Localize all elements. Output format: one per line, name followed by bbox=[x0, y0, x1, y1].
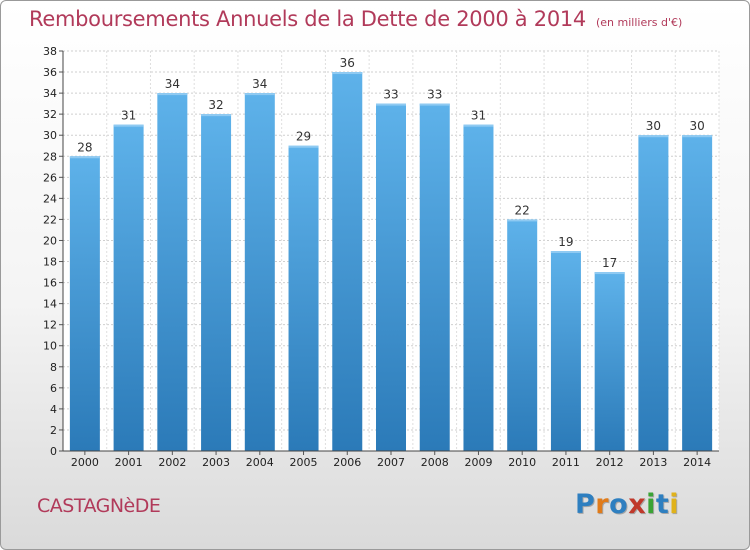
bar-top-2012 bbox=[594, 272, 625, 275]
bar-2008 bbox=[419, 103, 450, 451]
logo-letter: i bbox=[669, 489, 680, 520]
y-tick-label: 26 bbox=[43, 171, 57, 184]
logo-letter: x bbox=[628, 489, 647, 520]
bar-2012 bbox=[594, 272, 625, 451]
y-tick-label: 30 bbox=[43, 129, 57, 142]
bar-2002 bbox=[157, 93, 188, 452]
x-tick-label-2001: 2001 bbox=[115, 456, 143, 469]
x-axis: 2000 2001 2002 2003 2004 2005 2006 2007 2008 2009… bbox=[63, 450, 719, 469]
data-label-2010: 22 bbox=[515, 203, 530, 217]
data-label-2002: 34 bbox=[165, 77, 180, 91]
bar-top-2001 bbox=[113, 124, 144, 127]
x-tick-label-2013: 2013 bbox=[639, 456, 667, 469]
y-tick-label: 20 bbox=[43, 234, 57, 247]
bar-2001 bbox=[113, 124, 144, 452]
y-tick-label: 16 bbox=[43, 277, 57, 290]
logo-letter: o bbox=[609, 489, 629, 520]
data-label-2012: 17 bbox=[602, 256, 617, 270]
data-label-2007: 33 bbox=[383, 88, 398, 102]
x-tick-label-2000: 2000 bbox=[71, 456, 99, 469]
bar-2007 bbox=[376, 103, 406, 451]
y-tick-label: 18 bbox=[43, 256, 57, 269]
y-tick-label: 24 bbox=[43, 192, 57, 205]
x-tick-label-2006: 2006 bbox=[333, 456, 361, 469]
bar-2000 bbox=[69, 156, 100, 451]
bar-top-2013 bbox=[638, 135, 669, 138]
chart-unit-note: (en milliers d'€) bbox=[596, 16, 683, 29]
x-tick-label-2002: 2002 bbox=[158, 456, 186, 469]
x-tick-label-2007: 2007 bbox=[377, 456, 405, 469]
bar-2011 bbox=[550, 251, 581, 451]
y-tick-label: 10 bbox=[43, 340, 57, 353]
x-tick-label-2012: 2012 bbox=[596, 456, 624, 469]
x-tick-label-2008: 2008 bbox=[421, 456, 449, 469]
y-tick-label: 28 bbox=[43, 150, 57, 163]
bar-top-2009 bbox=[463, 124, 494, 127]
bar-top-2005 bbox=[288, 145, 319, 148]
x-tick-label-2004: 2004 bbox=[246, 456, 274, 469]
data-label-2009: 31 bbox=[471, 109, 486, 123]
bar-2013 bbox=[638, 135, 669, 452]
x-tick-label-2003: 2003 bbox=[202, 456, 230, 469]
data-label-2008: 33 bbox=[427, 88, 442, 102]
bar-top-2014 bbox=[682, 135, 713, 138]
bar-top-2011 bbox=[550, 251, 581, 253]
data-label-2001: 31 bbox=[121, 109, 136, 123]
bar-2003 bbox=[201, 114, 232, 451]
y-tick-label: 14 bbox=[43, 298, 57, 311]
y-tick-label: 0 bbox=[50, 445, 57, 458]
chart-title: Remboursements Annuels de la Dette de 20… bbox=[29, 7, 682, 31]
bar-top-2008 bbox=[419, 103, 450, 106]
data-label-2005: 29 bbox=[296, 130, 311, 144]
y-tick-label: 22 bbox=[43, 213, 57, 226]
y-tick-label: 6 bbox=[50, 382, 57, 395]
y-tick-label: 2 bbox=[50, 424, 57, 437]
bar-top-2000 bbox=[69, 156, 100, 159]
y-tick-label: 36 bbox=[43, 66, 57, 79]
commune-name: CASTAGNèDE bbox=[37, 495, 161, 517]
y-tick-label: 8 bbox=[50, 361, 57, 374]
data-label-2013: 30 bbox=[646, 119, 661, 133]
x-tick-label-2009: 2009 bbox=[464, 456, 492, 469]
proxiti-logo: Proxiti bbox=[575, 489, 679, 520]
logo-letter: t bbox=[655, 489, 670, 520]
data-label-2011: 19 bbox=[558, 235, 573, 249]
data-label-2014: 30 bbox=[689, 119, 704, 133]
bar-top-2003 bbox=[201, 114, 232, 117]
bar-2014 bbox=[682, 135, 713, 452]
bar-2005 bbox=[288, 145, 319, 451]
bar-top-2002 bbox=[157, 93, 188, 96]
x-tick-label-2010: 2010 bbox=[508, 456, 536, 469]
bars: 28 31 34 32 34 29 36 33 33 31 22 19 17 30 30 bbox=[69, 56, 713, 452]
bar-2004 bbox=[244, 93, 275, 452]
logo-letter: P bbox=[575, 489, 596, 520]
y-tick-label: 12 bbox=[43, 319, 57, 332]
data-label-2003: 32 bbox=[208, 98, 223, 112]
bar-top-2007 bbox=[376, 103, 406, 106]
bar-2010 bbox=[507, 219, 538, 451]
y-tick-label: 4 bbox=[50, 403, 57, 416]
y-tick-label: 38 bbox=[43, 45, 57, 58]
bar-top-2004 bbox=[244, 93, 275, 96]
x-tick-label-2014: 2014 bbox=[683, 456, 711, 469]
data-label-2000: 28 bbox=[77, 140, 92, 154]
data-label-2006: 36 bbox=[340, 56, 355, 70]
x-tick-label-2005: 2005 bbox=[290, 456, 318, 469]
bar-2009 bbox=[463, 124, 494, 452]
bar-top-2006 bbox=[332, 72, 363, 75]
logo-letter: i bbox=[646, 489, 656, 520]
y-tick-label: 34 bbox=[43, 87, 57, 100]
data-label-2004: 34 bbox=[252, 77, 267, 91]
logo-letter: r bbox=[595, 489, 610, 520]
chart-title-text: Remboursements Annuels de la Dette de 20… bbox=[29, 7, 586, 31]
y-tick-label: 32 bbox=[43, 108, 57, 121]
bar-top-2010 bbox=[507, 219, 538, 222]
x-tick-label-2011: 2011 bbox=[552, 456, 580, 469]
bar-2006 bbox=[332, 72, 363, 451]
